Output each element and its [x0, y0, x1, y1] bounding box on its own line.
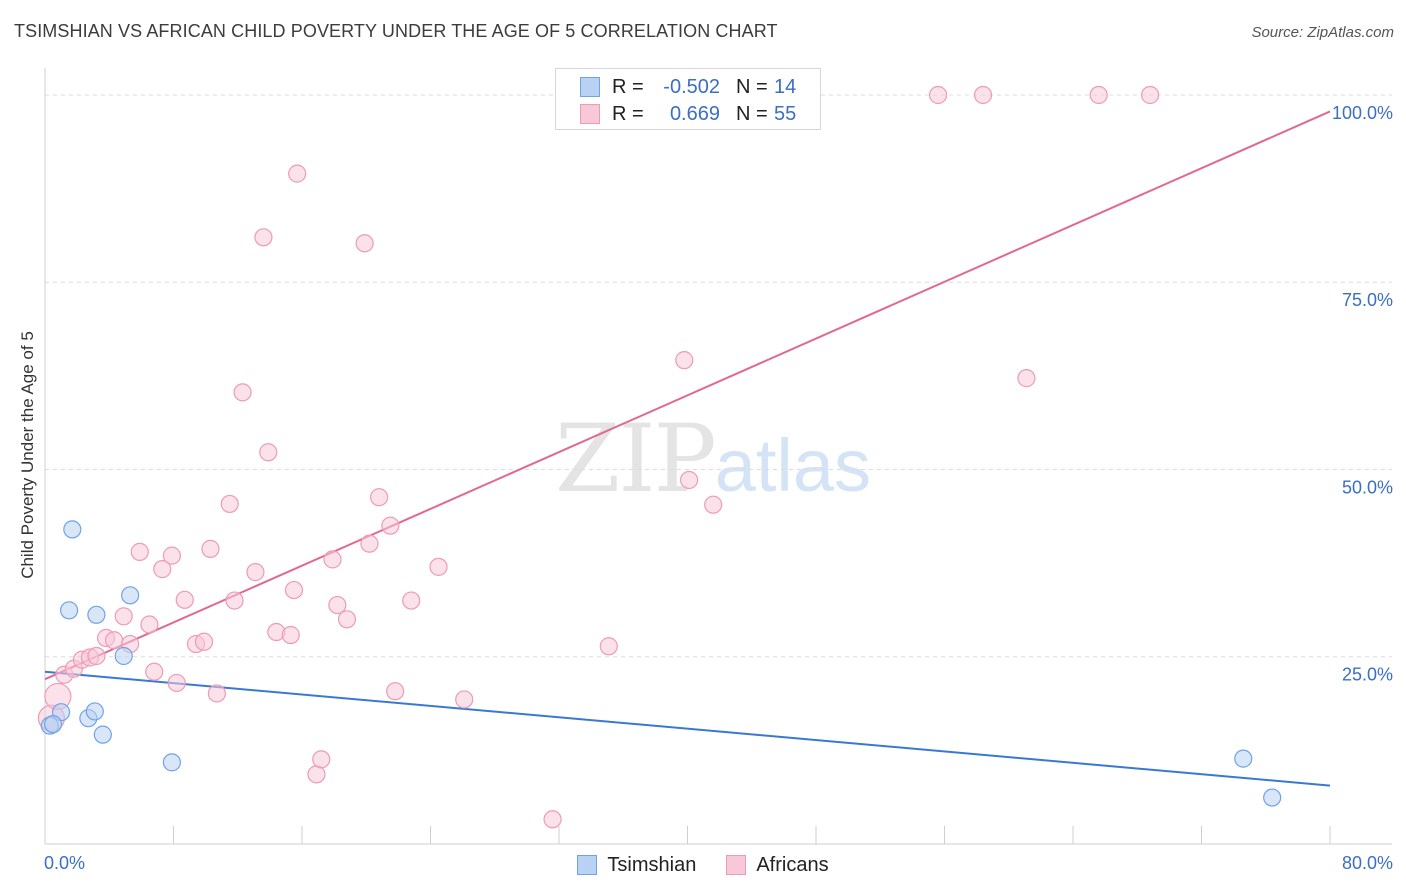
- x-tick-label-min: 0.0%: [44, 853, 86, 873]
- africans-n-value: 55: [774, 102, 797, 125]
- africans-point-44: [455, 690, 474, 709]
- africans-point-20: [201, 539, 220, 558]
- africans-point-40: [381, 516, 400, 535]
- africans-legend-swatch: [726, 855, 747, 875]
- tsimshian-point-6: [87, 605, 106, 624]
- x-tick-label-max: 80.0%: [1341, 853, 1393, 873]
- y-axis-title: Child Poverty Under the Age of 5: [18, 331, 37, 579]
- tsimshian-point-5: [85, 702, 104, 721]
- africans-point-49: [704, 495, 723, 514]
- africans-point-6: [87, 646, 106, 666]
- africans-point-8: [104, 631, 124, 650]
- africans-point-16: [167, 673, 186, 693]
- africans-point-54: [1140, 85, 1160, 105]
- africans-point-43: [429, 557, 448, 576]
- africans-point-42: [402, 591, 421, 610]
- tsimshian-point-9: [121, 586, 140, 605]
- tsimshian-legend-swatch: [577, 855, 598, 875]
- africans-point-38: [360, 534, 379, 553]
- africans-point-25: [246, 563, 265, 582]
- africans-point-9: [114, 607, 133, 626]
- africans-point-51: [973, 85, 993, 105]
- tsimshian-r-value: -0.502: [663, 75, 720, 98]
- africans-point-32: [307, 765, 326, 784]
- tsimshian-swatch: [580, 77, 600, 97]
- africans-point-53: [1089, 85, 1108, 105]
- series-legend: Tsimshian Africans: [0, 852, 1406, 878]
- africans-point-31: [288, 164, 307, 183]
- africans-point-22: [220, 494, 239, 514]
- africans-point-45: [543, 810, 562, 829]
- africans-point-47: [675, 351, 694, 370]
- africans-point-27: [259, 443, 278, 462]
- africans-r-value: 0.669: [669, 102, 720, 125]
- source-credit: Source: ZipAtlas.com: [1251, 24, 1394, 41]
- n-label: N =: [736, 75, 768, 98]
- africans-point-11: [130, 542, 149, 561]
- stats-legend: R = -0.502 N = 14 R = 0.669 N = 55: [555, 68, 821, 130]
- tsimshian-point-7: [93, 725, 112, 744]
- trend-line-tsimshian: [44, 670, 1331, 787]
- africans-point-21: [207, 684, 226, 703]
- africans-point-13: [145, 662, 164, 681]
- watermark: ZIPatlas: [555, 405, 871, 514]
- watermark-atlas: atlas: [714, 424, 872, 507]
- africans-point-14: [153, 560, 172, 579]
- tsimshian-point-2: [59, 601, 79, 620]
- legend-row-tsimshian: R = -0.502 N = 14: [580, 75, 796, 99]
- tsimshian-legend-label: Tsimshian: [607, 853, 697, 876]
- africans-point-15: [162, 546, 181, 565]
- africans-point-23: [225, 591, 244, 610]
- africans-point-52: [1017, 369, 1036, 388]
- africans-point-41: [386, 682, 405, 701]
- africans-point-34: [323, 550, 342, 569]
- africans-point-17: [175, 590, 194, 609]
- y-tick-labels: 25.0% 50.0% 75.0% 100.0%: [1332, 103, 1393, 685]
- y-tick-label-75: 75.0%: [1342, 290, 1393, 310]
- legend-item-tsimshian[interactable]: Tsimshian: [577, 854, 696, 877]
- watermark-zip: ZIP: [555, 405, 717, 514]
- africans-point-37: [355, 234, 374, 253]
- tsimshian-point-13: [43, 715, 63, 734]
- tsimshian-point-11: [1234, 749, 1253, 768]
- tsimshian-point-10: [162, 753, 181, 772]
- africans-point-33: [312, 750, 331, 769]
- africans-point-29: [281, 625, 300, 645]
- africans-point-30: [284, 580, 304, 600]
- tsimshian-n-value: 14: [774, 75, 797, 98]
- chart-title: TSIMSHIAN VS AFRICAN CHILD POVERTY UNDER…: [14, 21, 778, 41]
- africans-point-24: [233, 383, 252, 402]
- africans-point-12: [140, 615, 159, 634]
- africans-point-35: [328, 595, 347, 615]
- africans-point-39: [370, 488, 389, 507]
- africans-point-50: [928, 85, 948, 105]
- tsimshian-point-3: [63, 520, 82, 539]
- africans-point-19: [194, 632, 214, 651]
- legend-row-africans: R = 0.669 N = 55: [580, 102, 796, 126]
- africans-point-46: [599, 637, 618, 656]
- tsimshian-point-12: [1263, 788, 1282, 807]
- legend-item-africans[interactable]: Africans: [726, 853, 829, 877]
- africans-point-48: [680, 470, 699, 490]
- y-tick-label-100: 100.0%: [1332, 103, 1393, 123]
- africans-point-26: [254, 228, 273, 247]
- africans-point-36: [337, 610, 357, 629]
- trend-lines: [44, 110, 1331, 787]
- africans-legend-label: Africans: [756, 853, 829, 876]
- y-tick-label-25: 25.0%: [1342, 665, 1393, 685]
- tsimshian-point-8: [114, 646, 133, 666]
- y-tick-label-50: 50.0%: [1342, 477, 1393, 497]
- data-points: [37, 85, 1282, 829]
- n-label: N =: [736, 102, 768, 125]
- trend-line-africans: [44, 110, 1331, 681]
- r-label: R =: [612, 75, 644, 98]
- axes: [44, 68, 1392, 845]
- africans-swatch: [580, 104, 600, 124]
- r-label: R =: [612, 102, 644, 125]
